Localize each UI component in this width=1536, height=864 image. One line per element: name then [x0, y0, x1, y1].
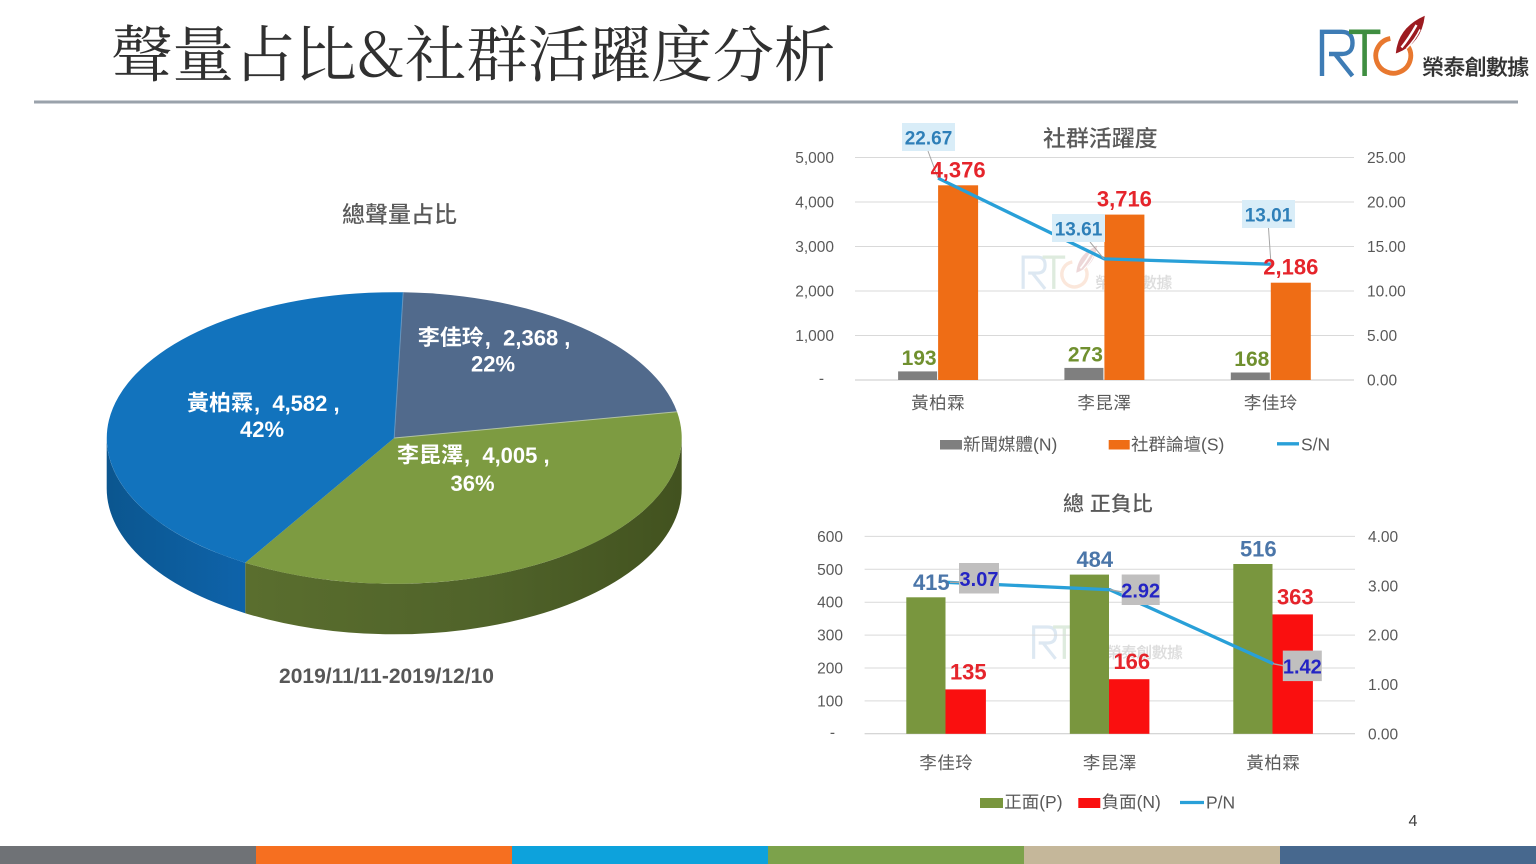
svg-text:3,000: 3,000 — [795, 239, 834, 256]
svg-text:22.67: 22.67 — [905, 129, 953, 150]
svg-text:5.00: 5.00 — [1367, 328, 1398, 345]
svg-text:2,000: 2,000 — [795, 284, 834, 301]
svg-text:3,716: 3,716 — [1097, 187, 1152, 212]
svg-text:36%: 36% — [450, 471, 494, 496]
svg-text:363: 363 — [1277, 584, 1314, 609]
svg-text:15.00: 15.00 — [1367, 239, 1406, 256]
svg-text:3.07: 3.07 — [960, 569, 999, 591]
svg-text:13.61: 13.61 — [1055, 220, 1103, 241]
svg-text:0.00: 0.00 — [1367, 373, 1398, 390]
svg-text:(P): (P) — [1039, 792, 1062, 812]
svg-text:500: 500 — [817, 562, 843, 579]
svg-text:4: 4 — [1409, 813, 1418, 830]
svg-text:2019/11/11-2019/12/10: 2019/11/11-2019/12/10 — [279, 665, 494, 688]
svg-text:-: - — [830, 724, 835, 741]
svg-text:516: 516 — [1240, 537, 1277, 562]
svg-text:200: 200 — [817, 661, 843, 678]
svg-text:P/N: P/N — [1206, 793, 1235, 813]
svg-text:, 2,368 ,: , 2,368 , — [485, 326, 571, 351]
svg-text:3.00: 3.00 — [1368, 578, 1399, 595]
svg-text:25.00: 25.00 — [1367, 150, 1406, 167]
svg-text:0.00: 0.00 — [1368, 726, 1399, 743]
svg-text:2.92: 2.92 — [1121, 581, 1160, 603]
svg-text:(N): (N) — [1137, 792, 1161, 812]
svg-text:4,000: 4,000 — [795, 195, 834, 212]
svg-text:, 4,005 ,: , 4,005 , — [464, 443, 550, 468]
svg-text:22%: 22% — [471, 352, 515, 377]
svg-text:415: 415 — [913, 570, 950, 595]
svg-text:400: 400 — [817, 595, 843, 612]
svg-text:4.00: 4.00 — [1368, 529, 1399, 546]
svg-text:168: 168 — [1234, 348, 1269, 371]
svg-text:42%: 42% — [240, 417, 284, 442]
svg-text:10.00: 10.00 — [1367, 284, 1406, 301]
svg-text:2.00: 2.00 — [1368, 628, 1399, 645]
svg-text:-: - — [819, 371, 824, 388]
svg-text:2,186: 2,186 — [1263, 255, 1318, 280]
svg-text:484: 484 — [1076, 547, 1113, 572]
svg-text:(S): (S) — [1201, 435, 1224, 455]
svg-text:20.00: 20.00 — [1367, 195, 1406, 212]
svg-text:193: 193 — [902, 347, 937, 370]
svg-text:S/N: S/N — [1301, 435, 1330, 455]
svg-text:4,376: 4,376 — [931, 157, 986, 182]
svg-text:1.42: 1.42 — [1283, 657, 1322, 679]
svg-text:135: 135 — [950, 659, 987, 684]
svg-text:, 4,582 ,: , 4,582 , — [254, 391, 340, 416]
svg-text:5,000: 5,000 — [795, 150, 834, 167]
svg-text:166: 166 — [1113, 649, 1150, 674]
svg-text:100: 100 — [817, 693, 843, 710]
svg-text:300: 300 — [817, 628, 843, 645]
svg-text:(N): (N) — [1033, 435, 1057, 455]
svg-text:273: 273 — [1068, 343, 1103, 366]
svg-text:13.01: 13.01 — [1245, 206, 1293, 227]
svg-text:1.00: 1.00 — [1368, 677, 1399, 694]
svg-text:1,000: 1,000 — [795, 328, 834, 345]
svg-text:600: 600 — [817, 529, 843, 546]
